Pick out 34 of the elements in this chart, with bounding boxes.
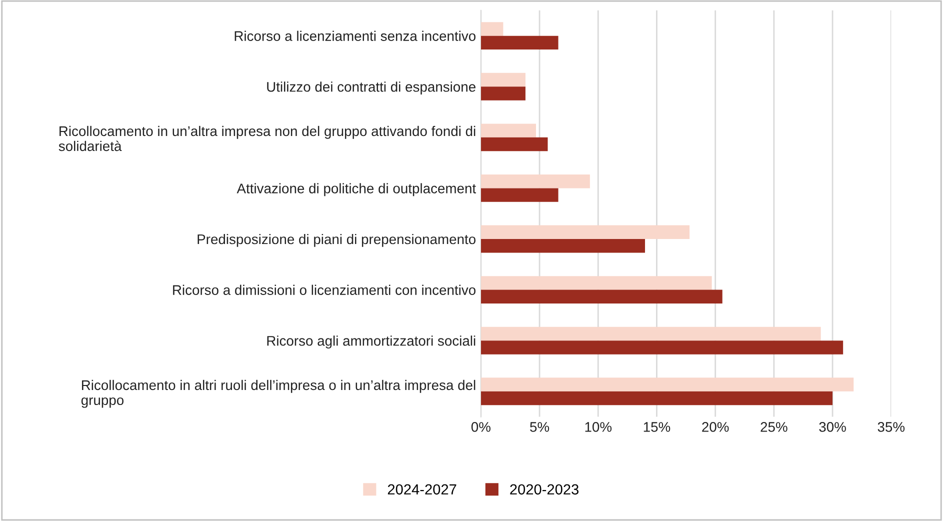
legend-label: 2020-2023: [510, 484, 579, 495]
y-tick-label: Ricorso a dimissioni o licenziamenti con incentivo: [173, 284, 476, 295]
bar: [480, 72, 526, 87]
bar: [480, 137, 548, 152]
x-tick-label: 30%: [819, 422, 846, 432]
y-tick-label: Utilizzo dei contratti di espansione: [267, 82, 476, 95]
bar: [480, 188, 558, 202]
bar: [480, 174, 590, 188]
x-tick-label: 25%: [760, 422, 788, 432]
y-tick-label: Ricorso a licenziamenti senza incentivo: [234, 30, 476, 41]
y-tick-label: Ricollocamento in altri ruoli dell’impresa o in un’altra impresa del gruppo: [81, 380, 476, 408]
bar: [480, 340, 844, 354]
bar: [480, 276, 712, 290]
x-tick-label: 10%: [585, 422, 612, 432]
x-tick-label: 20%: [702, 422, 729, 432]
bar: [480, 290, 722, 304]
y-tick-label: Ricorso agli ammortizzatori sociali: [267, 336, 476, 349]
bar: [480, 86, 526, 100]
x-tick-label: 15%: [644, 422, 670, 432]
bar: [480, 326, 821, 341]
bar: [480, 124, 536, 138]
y-tick-label: Predisposizione di piani di prepensionamento: [198, 234, 476, 247]
bar: [480, 378, 854, 392]
bar: [480, 391, 833, 406]
x-tick-label: 5%: [530, 422, 550, 432]
bar: [480, 36, 558, 50]
y-tick-label: Attivazione di politiche di outplacement: [236, 183, 476, 196]
y-tick-label: Ricollocamento in un’altra impresa non del gruppo attivando fondi di solidarietà: [58, 126, 476, 152]
x-tick-label: 0%: [471, 422, 490, 432]
legend-label: 2024-2027: [388, 484, 456, 495]
bar: [480, 239, 646, 253]
bar: [480, 22, 504, 36]
x-tick-label: 35%: [878, 422, 905, 432]
bar: [480, 225, 690, 240]
